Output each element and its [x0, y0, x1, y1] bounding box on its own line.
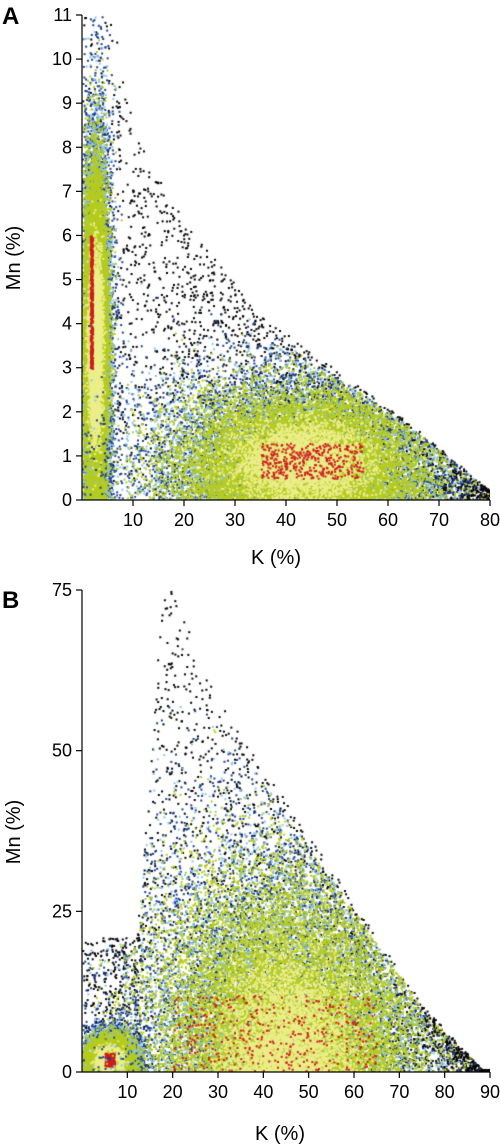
panel-a-density-scatter	[82, 15, 490, 500]
panel-a-x-tick-label: 20	[174, 510, 194, 530]
panel-a-x-tick-label: 70	[429, 510, 449, 530]
panel-b-y-tick-label: 50	[52, 741, 72, 761]
panel-b-x-tick-label: 60	[344, 1082, 364, 1102]
panel-b-ticks: 10 20 30 40 50 60 70 80 90 0 25 50 75	[52, 580, 500, 1102]
panel-a-x-tick-label: 40	[276, 510, 296, 530]
panel-b-x-tick-label: 30	[208, 1082, 228, 1102]
panel-b-x-tick-label: 90	[480, 1082, 500, 1102]
panel-b-x-tick-label: 50	[299, 1082, 319, 1102]
panel-b-label: B	[2, 587, 19, 614]
panel-a-y-tick-label: 6	[62, 225, 72, 245]
panel-a-y-tick-label: 1	[62, 446, 72, 466]
panel-a: A 10 20 30 40 50 60 70 80 0 1 2 3 4 5 6 7 8 9 10 11 K (%) M…	[2, 3, 500, 569]
panel-a-x-tick-label: 60	[378, 510, 398, 530]
panel-a-y-tick-label: 0	[62, 490, 72, 510]
panel-b-x-tick-label: 80	[435, 1082, 455, 1102]
panel-b-y-tick-label: 0	[62, 1062, 72, 1082]
panel-b-x-tick-label: 20	[163, 1082, 183, 1102]
panel-b: B 10 20 30 40 50 60 70 80 90 0 25 50 75 K (%) Mn (%)	[2, 580, 500, 1145]
panel-a-y-tick-label: 10	[52, 49, 72, 69]
panel-a-x-tick-label: 50	[327, 510, 347, 530]
panel-b-x-tick-label: 10	[117, 1082, 137, 1102]
panel-b-y-tick-label: 75	[52, 580, 72, 600]
panel-a-y-tick-label: 4	[62, 314, 72, 334]
panel-a-y-tick-label: 8	[62, 137, 72, 157]
panel-b-density-scatter	[82, 590, 490, 1072]
panel-b-y-title: Mn (%)	[3, 800, 25, 864]
panel-a-y-tick-label: 11	[53, 5, 72, 25]
panel-b-x-tick-label: 70	[389, 1082, 409, 1102]
panel-a-y-tick-label: 5	[62, 270, 72, 290]
panel-b-scatter-points	[82, 590, 490, 1072]
panel-a-y-tick-label: 7	[62, 181, 72, 201]
panel-a-y-tick-label: 9	[62, 93, 72, 113]
panel-b-y-tick-label: 25	[52, 901, 72, 921]
panel-a-y-tick-label: 3	[62, 358, 72, 378]
panel-a-y-title: Mn (%)	[3, 226, 25, 290]
panel-a-y-tick-label: 2	[62, 402, 72, 422]
panel-a-x-title: K (%)	[251, 547, 301, 569]
panel-a-x-tick-label: 30	[225, 510, 245, 530]
panel-b-x-tick-label: 40	[253, 1082, 273, 1102]
panel-a-x-tick-label: 10	[123, 510, 143, 530]
panel-a-x-tick-label: 80	[480, 510, 500, 530]
panel-a-label: A	[2, 3, 19, 30]
panel-a-ticks: 10 20 30 40 50 60 70 80 0 1 2 3 4 5 6 7 8 9 10 11	[52, 5, 500, 530]
panel-a-scatter-points	[82, 15, 490, 500]
panel-b-x-title: K (%)	[255, 1123, 305, 1145]
